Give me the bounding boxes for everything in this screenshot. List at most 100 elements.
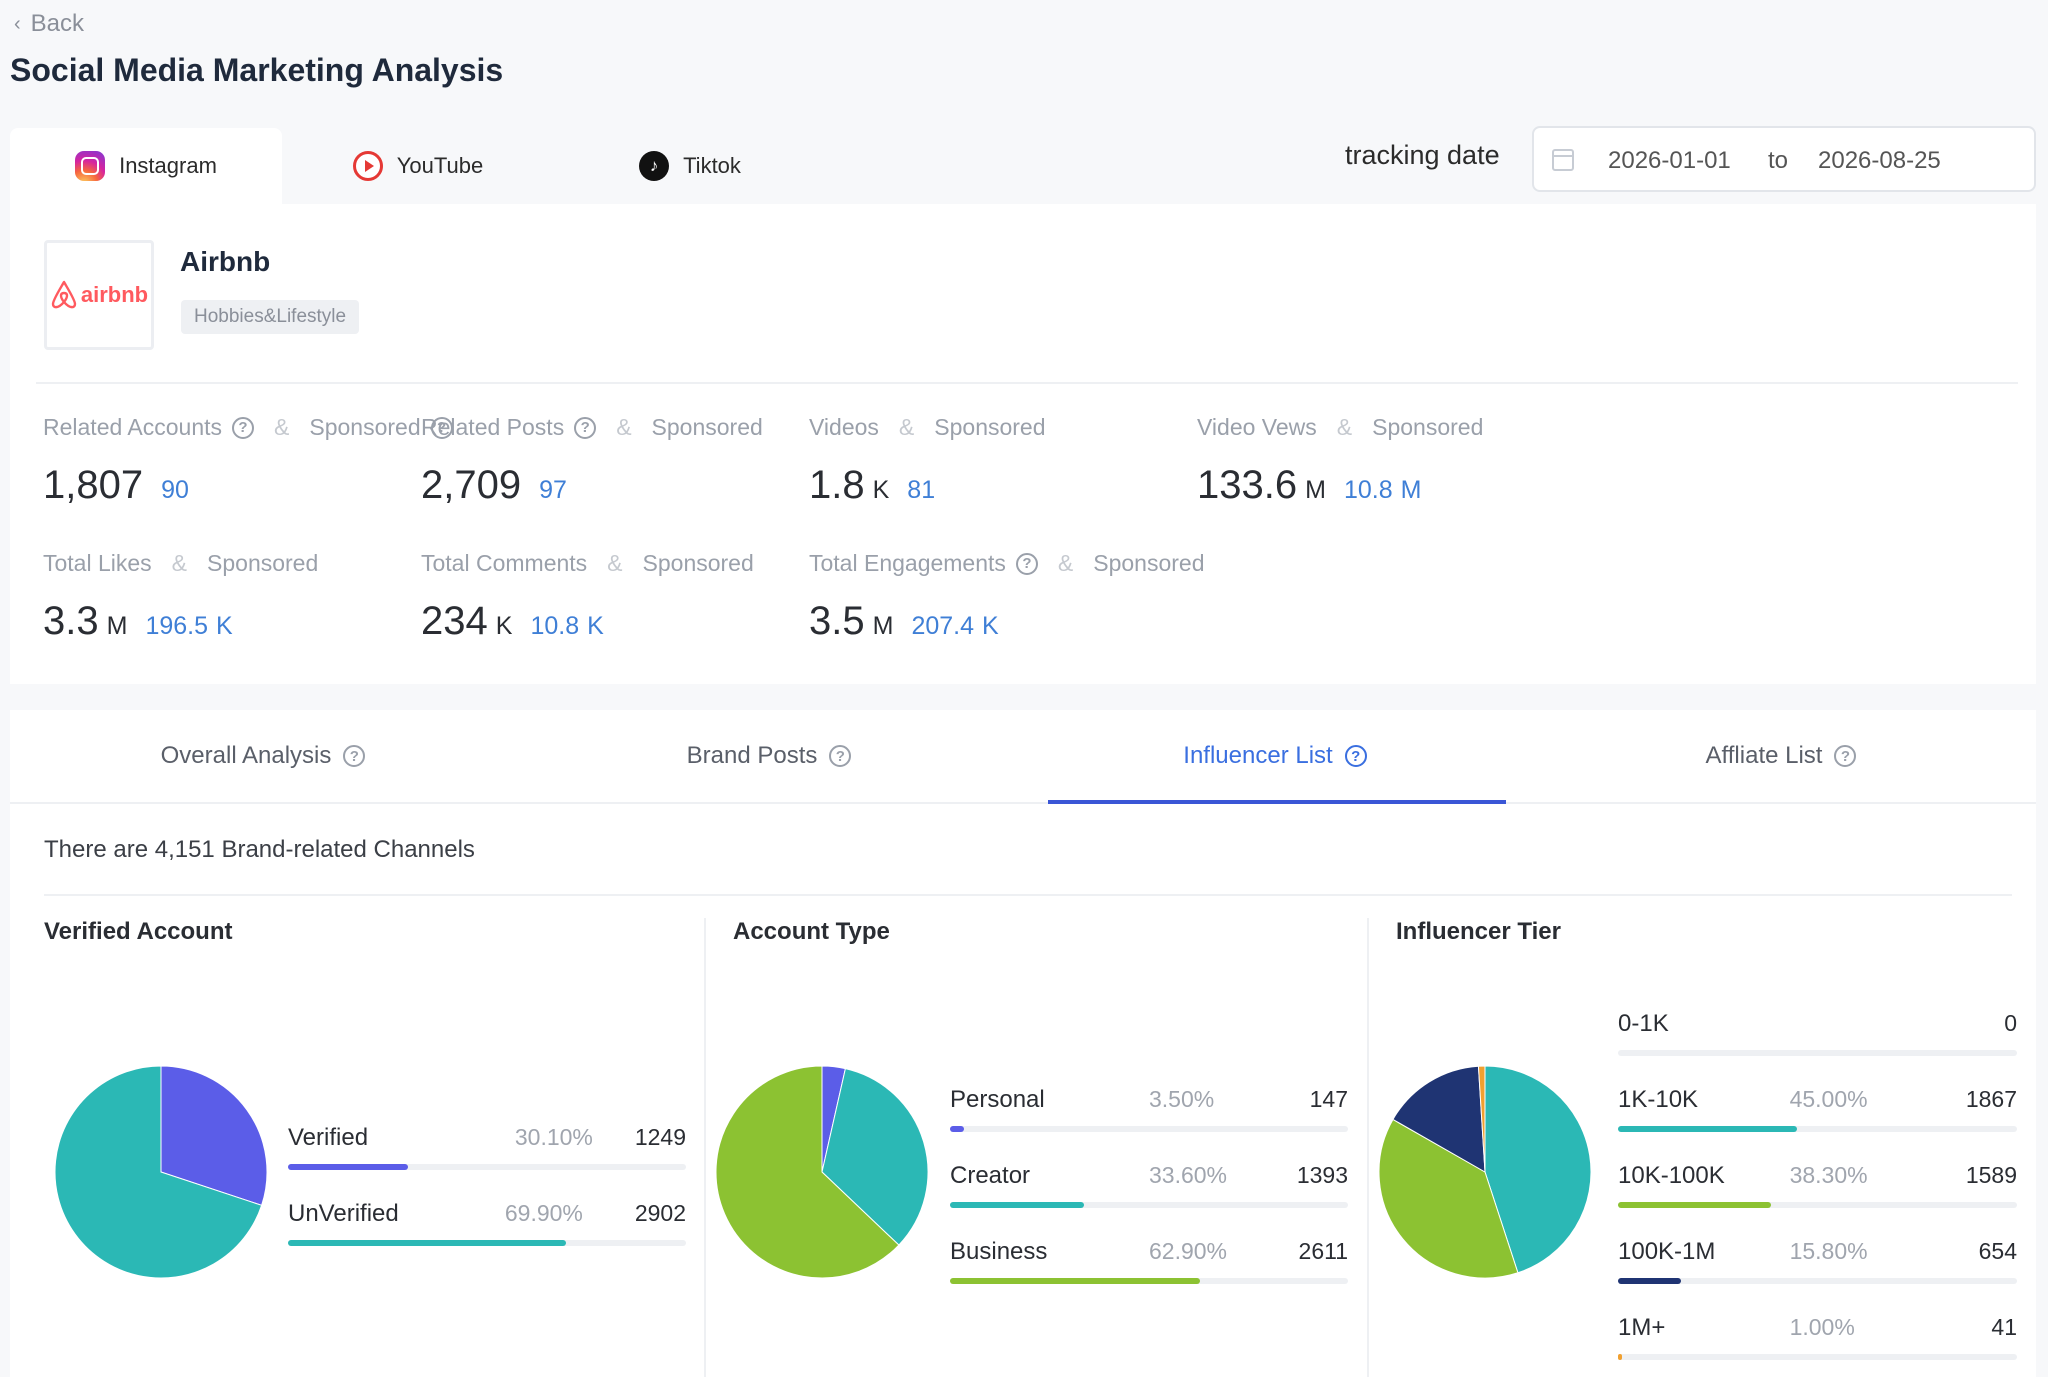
stat-unit: M [106, 612, 128, 640]
stat-unit: K [495, 612, 513, 640]
help-icon[interactable]: ? [829, 745, 852, 767]
legend-count: 1249 [634, 1124, 686, 1150]
tab-brand-posts[interactable]: Brand Posts? [516, 710, 1022, 802]
brand-logo: airbnb [44, 240, 154, 350]
sponsored-unit: K [587, 612, 604, 640]
tab-tiktok[interactable]: ♪ Tiktok [554, 128, 826, 204]
legend-count: 2902 [634, 1200, 686, 1226]
pie-slice[interactable] [1477, 1065, 1486, 1173]
help-icon[interactable]: ? [574, 416, 597, 439]
legend-label: Verified [288, 1124, 369, 1151]
legend-item: 1M+ 1.00% 41 [1618, 1314, 2017, 1360]
tab-instagram[interactable]: Instagram [10, 128, 282, 204]
tab-label: Overall Analysis [160, 742, 332, 769]
tab-label: Tiktok [683, 153, 741, 178]
progress-track [288, 1240, 686, 1246]
help-icon[interactable]: ? [343, 745, 366, 767]
help-icon[interactable]: ? [430, 416, 453, 439]
progress-fill [1618, 1354, 1622, 1360]
instagram-icon [75, 151, 106, 181]
stat-label: Total Comments [421, 550, 588, 576]
analysis-tabs: Overall Analysis? Brand Posts? Influence… [10, 710, 2036, 804]
sponsored-label: Sponsored [1372, 414, 1484, 440]
legend-count: 1393 [1296, 1162, 1348, 1188]
stat-value: 3.3 [43, 599, 99, 643]
legend-percent: 45.00% [1789, 1086, 1868, 1112]
legend-percent: 62.90% [1149, 1238, 1228, 1264]
sponsored-label: Sponsored [651, 414, 763, 440]
progress-track [950, 1202, 1348, 1208]
pie-slice[interactable] [1392, 1065, 1486, 1173]
pie-slice[interactable] [715, 1065, 900, 1279]
help-icon[interactable]: ? [232, 416, 255, 439]
brand-logo-text: airbnb [80, 282, 149, 307]
legend-percent: 15.80% [1789, 1238, 1868, 1264]
tab-youtube[interactable]: YouTube [282, 128, 554, 204]
progress-fill [288, 1240, 567, 1246]
end-date[interactable]: 2026-08-25 [1818, 147, 1941, 174]
legend-percent: 1.00% [1789, 1314, 1855, 1340]
date-range-picker[interactable]: 2026-01-01 to 2026-08-25 [1532, 126, 2036, 192]
progress-fill [1618, 1202, 1771, 1208]
pie-slice[interactable] [54, 1065, 263, 1279]
pie-slice[interactable] [160, 1065, 268, 1206]
legend-label: 100K-1M [1618, 1238, 1716, 1265]
tab-label: Affliate List [1705, 742, 1823, 769]
divider [44, 894, 2012, 896]
sponsored-value: 10.8 [530, 612, 580, 640]
help-icon[interactable]: ? [1344, 745, 1367, 767]
legend-label: 1K-10K [1618, 1086, 1699, 1113]
tab-affiliate-list[interactable]: Affliate List? [1528, 710, 2034, 802]
tab-influencer-list[interactable]: Influencer List? [1022, 710, 1528, 804]
legend-item: 0-1K 0 [1618, 1010, 2017, 1056]
stat-total-likes: Total Likes & Sponsored 3.3 M 196.5 K [43, 550, 319, 643]
legend-item: Personal 3.50% 147 [950, 1086, 1348, 1132]
stat-label: Related Posts [421, 414, 565, 440]
legend-count: 41 [1991, 1314, 2017, 1340]
sponsored-value: 207.4 [911, 612, 974, 640]
pie-slice[interactable] [1484, 1065, 1592, 1274]
pie-slice[interactable] [1378, 1118, 1519, 1279]
help-icon[interactable]: ? [1015, 552, 1038, 575]
legend-percent: 3.50% [1149, 1086, 1215, 1112]
legend-item: Business 62.90% 2611 [950, 1238, 1348, 1284]
stat-value: 1.8 [809, 463, 865, 507]
stat-unit: M [872, 612, 894, 640]
chart-title: Verified Account [44, 918, 233, 945]
progress-track [288, 1164, 686, 1170]
pie-slice[interactable] [821, 1068, 929, 1246]
sponsored-label: Sponsored [642, 550, 754, 576]
tracking-date-label: tracking date [1345, 140, 1500, 170]
tab-label: Instagram [119, 153, 217, 178]
tiktok-icon: ♪ [639, 151, 670, 181]
legend-count: 0 [2004, 1010, 2017, 1036]
legend-item: Verified 30.10% 1249 [288, 1124, 686, 1170]
tab-overall-analysis[interactable]: Overall Analysis? [10, 710, 516, 802]
page-title: Social Media Marketing Analysis [10, 52, 504, 88]
stat-value: 3.5 [809, 599, 865, 643]
legend-item: 10K-100K 38.30% 1589 [1618, 1162, 2017, 1208]
stat-unit: K [872, 476, 890, 504]
progress-fill [950, 1126, 965, 1132]
legend-label: Personal [950, 1086, 1045, 1113]
channels-count-text: There are 4,151 Brand-related Channels [44, 836, 475, 863]
help-icon[interactable]: ? [1834, 745, 1857, 767]
legend-item: UnVerified 69.90% 2902 [288, 1200, 686, 1246]
tab-label: YouTube [396, 153, 484, 178]
start-date[interactable]: 2026-01-01 [1608, 147, 1731, 174]
sponsored-value: 90 [161, 476, 189, 504]
legend-percent: 69.90% [504, 1200, 583, 1226]
progress-track [1618, 1278, 2017, 1284]
back-button[interactable]: ‹ Back [14, 10, 84, 38]
legend-percent: 38.30% [1789, 1162, 1868, 1188]
divider [36, 382, 2018, 384]
legend-count: 147 [1309, 1086, 1348, 1112]
stat-label: Total Likes [43, 550, 152, 576]
chart-title: Influencer Tier [1396, 918, 1561, 945]
date-separator: to [1768, 147, 1789, 174]
legend-item: 100K-1M 15.80% 654 [1618, 1238, 2017, 1284]
legend-count: 1867 [1965, 1086, 2017, 1112]
sponsored-value: 196.5 [145, 612, 208, 640]
stat-value: 1,807 [43, 463, 144, 507]
sponsored-label: Sponsored [934, 414, 1046, 440]
